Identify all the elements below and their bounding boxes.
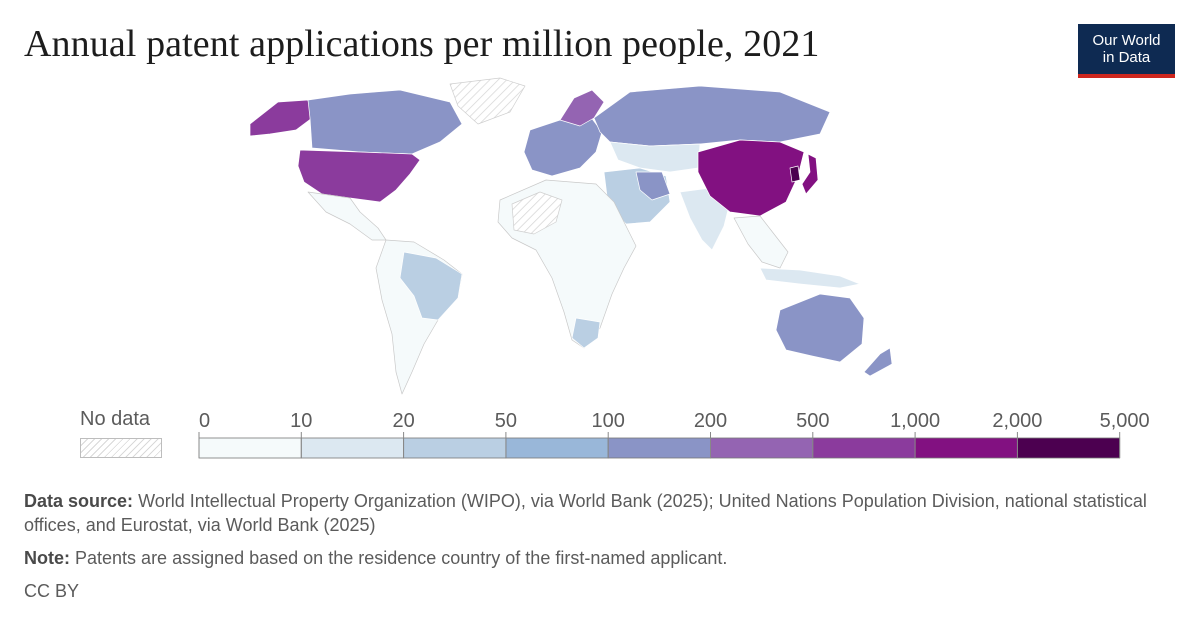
- legend-tick-label: 50: [495, 410, 517, 432]
- data-source-text: World Intellectual Property Organization…: [24, 491, 1147, 535]
- logo-line-1: Our World: [1092, 32, 1161, 49]
- region-iran[interactable]: [635, 171, 671, 201]
- legend-no-data-label: No data: [80, 408, 151, 430]
- legend-tick-label: 100: [592, 410, 625, 432]
- legend-tick-label: 0: [199, 410, 210, 432]
- region-korea[interactable]: [789, 165, 801, 183]
- region-brazil[interactable]: [399, 251, 463, 321]
- legend-bin-7[interactable]: [914, 437, 1018, 459]
- legend-tick-label: 20: [392, 410, 414, 432]
- legend-no-data-swatch: [80, 438, 162, 458]
- region-china[interactable]: [697, 139, 805, 217]
- data-source-label: Data source:: [24, 491, 134, 511]
- note: Note: Patents are assigned based on the …: [24, 546, 727, 570]
- legend-bin-8[interactable]: [1017, 437, 1121, 459]
- region-central-asia[interactable]: [609, 141, 701, 173]
- region-greenland[interactable]: [449, 77, 526, 125]
- logo-line-2: in Data: [1102, 49, 1151, 66]
- note-label: Note:: [24, 548, 70, 568]
- legend-tick-label: 200: [694, 410, 727, 432]
- legend-bin-3[interactable]: [505, 437, 609, 459]
- region-south-africa[interactable]: [571, 317, 601, 349]
- legend-bin-0[interactable]: [198, 437, 302, 459]
- note-text: Patents are assigned based on the reside…: [75, 548, 728, 568]
- region-indonesia[interactable]: [759, 267, 861, 289]
- legend-tick-label: 1,000: [890, 410, 940, 432]
- region-alaska[interactable]: [249, 99, 313, 137]
- region-africa-nodata[interactable]: [511, 191, 563, 235]
- legend-tick-label: 5,000: [1100, 410, 1150, 432]
- world-map[interactable]: [200, 72, 960, 402]
- license[interactable]: CC BY: [24, 581, 80, 601]
- region-europe[interactable]: [523, 115, 603, 177]
- owid-logo[interactable]: Our World in Data: [1078, 24, 1175, 78]
- region-scandinavia[interactable]: [559, 89, 605, 127]
- region-australia[interactable]: [775, 293, 865, 363]
- region-southeast-asia[interactable]: [733, 215, 789, 269]
- legend-bin-5[interactable]: [710, 437, 814, 459]
- legend-bin-4[interactable]: [607, 437, 711, 459]
- legend-tick-label: 2,000: [992, 410, 1042, 432]
- region-canada[interactable]: [307, 89, 463, 155]
- legend-bin-1[interactable]: [300, 437, 404, 459]
- region-usa[interactable]: [297, 149, 421, 203]
- region-japan[interactable]: [801, 153, 819, 195]
- legend-bin-6[interactable]: [812, 437, 916, 459]
- legend-bin-2[interactable]: [403, 437, 507, 459]
- legend-tick-label: 10: [290, 410, 312, 432]
- legend-tick-label: 500: [796, 410, 829, 432]
- region-russia[interactable]: [593, 85, 831, 147]
- region-new-zealand[interactable]: [863, 347, 893, 377]
- data-source: Data source: World Intellectual Property…: [24, 489, 1184, 537]
- chart-title: Annual patent applications per million p…: [24, 23, 820, 65]
